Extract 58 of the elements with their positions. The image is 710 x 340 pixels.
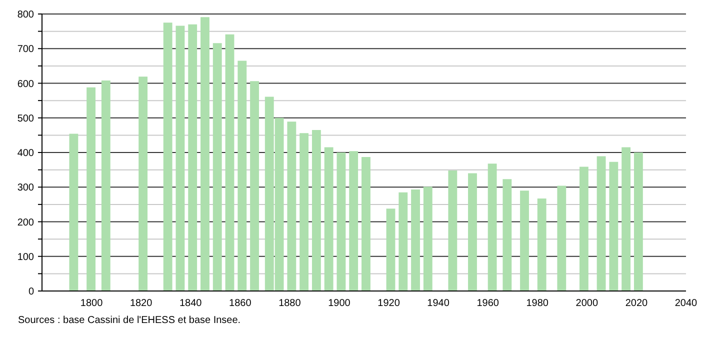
bar: [300, 133, 309, 291]
y-tick-label: 200: [17, 217, 34, 228]
x-tick-label: 1840: [179, 298, 202, 310]
bar: [69, 134, 78, 291]
x-tick-label: 1940: [427, 298, 450, 310]
x-tick-label: 1880: [278, 298, 302, 310]
bar: [596, 156, 606, 291]
source-note: Sources : base Cassini de l'EHESS et base Insee.: [18, 315, 242, 326]
bar: [579, 166, 588, 291]
x-tick-label: 1900: [328, 298, 351, 310]
y-tick-label: 300: [17, 182, 34, 194]
x-tick-label: 2020: [625, 298, 648, 310]
bar: [537, 198, 546, 291]
bar: [324, 147, 334, 291]
bar: [138, 76, 148, 291]
bar: [238, 60, 247, 291]
bar: [287, 122, 296, 291]
bar: [336, 152, 346, 291]
bar: [609, 162, 618, 291]
bar: [212, 43, 222, 291]
bar: [362, 157, 370, 291]
bar: [411, 190, 420, 291]
bar: [423, 186, 432, 291]
y-tick-label: 700: [17, 44, 34, 56]
bar: [312, 130, 321, 291]
bar: [398, 192, 408, 291]
y-tick-label: 400: [17, 148, 34, 159]
y-tick-label: 600: [17, 78, 34, 90]
bar: [488, 164, 497, 291]
bar: [188, 24, 198, 291]
bar: [448, 170, 458, 291]
bar: [86, 87, 96, 291]
x-tick-label: 2000: [576, 298, 598, 310]
bar: [520, 190, 529, 291]
y-tick-label: 500: [17, 113, 34, 124]
y-tick-label: 0: [28, 286, 34, 298]
bar: [557, 186, 566, 291]
x-tick-label: 1800: [80, 298, 104, 310]
bar: [386, 208, 396, 291]
x-tick-label: 2040: [674, 298, 698, 310]
x-tick-label: 1860: [229, 298, 252, 310]
bar: [200, 17, 210, 291]
bar: [502, 179, 512, 291]
bar: [634, 152, 643, 291]
bar: [176, 26, 185, 291]
bar: [622, 147, 631, 291]
bar: [225, 34, 234, 291]
bar: [349, 151, 358, 291]
bar: [250, 81, 259, 291]
y-tick-label: 100: [17, 252, 34, 263]
bar: [163, 22, 172, 291]
x-tick-label: 1820: [130, 298, 153, 310]
x-tick-label: 1960: [476, 298, 500, 310]
y-tick-label: 800: [17, 10, 34, 20]
bar: [468, 173, 477, 291]
x-tick-label: 1980: [526, 298, 549, 310]
bar: [101, 80, 110, 291]
x-tick-label: 1920: [378, 298, 400, 310]
